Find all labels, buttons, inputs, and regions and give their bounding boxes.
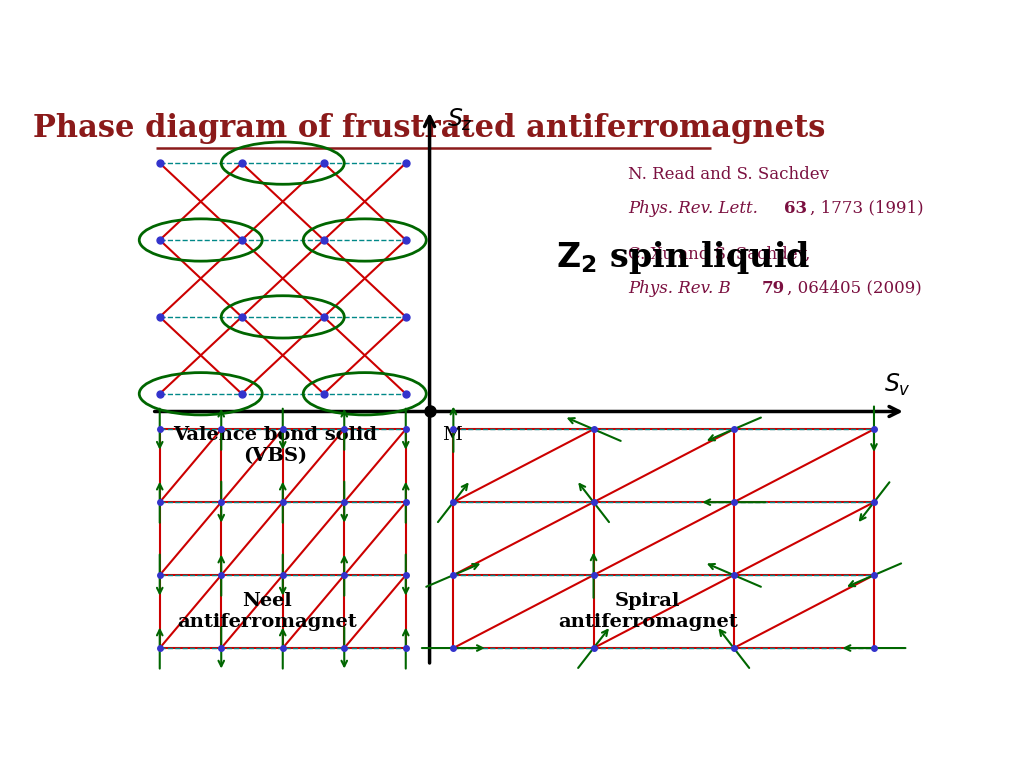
Text: Phase diagram of frustrated antiferromagnets: Phase diagram of frustrated antiferromag… xyxy=(34,113,825,144)
Text: Phys. Rev. B: Phys. Rev. B xyxy=(628,280,736,296)
Text: 79: 79 xyxy=(761,280,784,296)
Text: Phys. Rev. Lett.: Phys. Rev. Lett. xyxy=(628,200,763,217)
Text: $\mathbf{Z_2}$ spin liquid: $\mathbf{Z_2}$ spin liquid xyxy=(556,240,811,276)
Text: M: M xyxy=(442,426,462,444)
Text: , 1773 (1991): , 1773 (1991) xyxy=(811,200,924,217)
Text: C. Xu and S. Sachdev,: C. Xu and S. Sachdev, xyxy=(628,246,810,263)
Text: Valence bond solid
(VBS): Valence bond solid (VBS) xyxy=(173,426,377,465)
Text: $S_z$: $S_z$ xyxy=(447,107,473,133)
Text: $S_v$: $S_v$ xyxy=(885,372,911,399)
Text: Spiral
antiferromagnet: Spiral antiferromagnet xyxy=(558,592,737,631)
Text: N. Read and S. Sachdev: N. Read and S. Sachdev xyxy=(628,166,829,183)
Text: Neel
antiferromagnet: Neel antiferromagnet xyxy=(177,592,356,631)
Text: 63: 63 xyxy=(784,200,808,217)
Text: , 064405 (2009): , 064405 (2009) xyxy=(786,280,922,296)
